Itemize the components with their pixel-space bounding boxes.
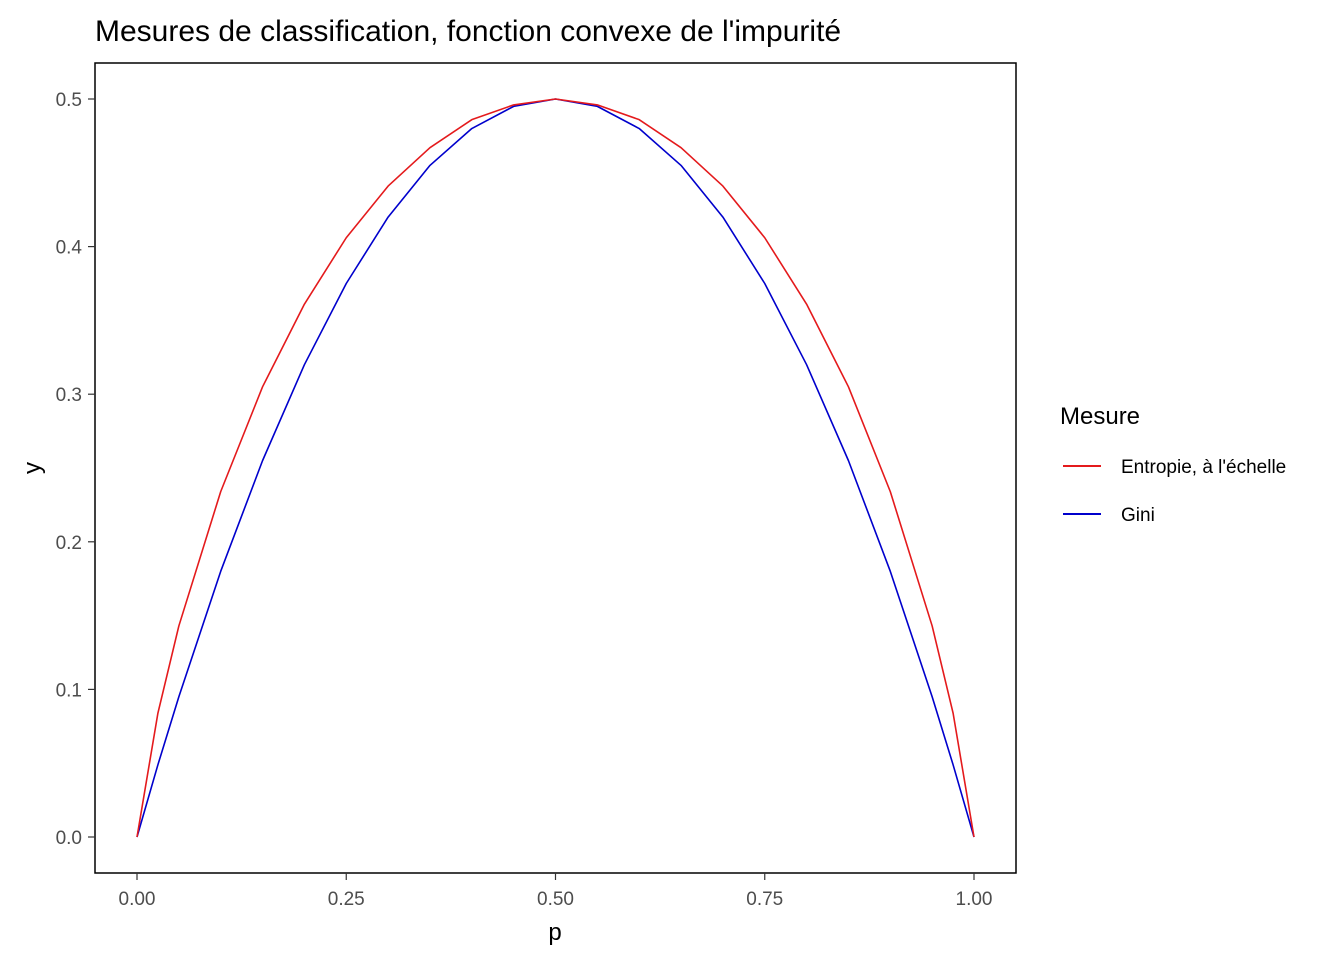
- y-tick-label: 0.0: [56, 828, 82, 849]
- y-tick-label: 0.3: [56, 385, 82, 406]
- x-tick-label: 0.50: [537, 889, 574, 910]
- y-axis-title: y: [19, 462, 46, 474]
- chart-title: Mesures de classification, fonction conv…: [95, 15, 841, 48]
- plot-panel: [94, 62, 1017, 874]
- x-tick-label: 0.25: [328, 889, 365, 910]
- y-axis: 0.0 0.1 0.2 0.3 0.4 0.5: [56, 90, 95, 849]
- legend: Mesure Entropie, à l'échelle Gini: [1060, 403, 1286, 526]
- x-axis: 0.00 0.25 0.50 0.75 1.00: [119, 873, 993, 910]
- legend-title: Mesure: [1060, 403, 1140, 430]
- y-tick-label: 0.1: [56, 680, 82, 701]
- y-tick-label: 0.2: [56, 533, 82, 554]
- y-tick-label: 0.4: [56, 238, 83, 259]
- legend-label-entropie: Entropie, à l'échelle: [1121, 457, 1286, 478]
- x-tick-label: 0.75: [746, 889, 783, 910]
- series-line-entropie: [136, 98, 975, 838]
- series-layer: [136, 98, 975, 838]
- y-tick-label: 0.5: [56, 90, 82, 111]
- legend-label-gini: Gini: [1121, 505, 1155, 526]
- x-tick-label: 0.00: [119, 889, 156, 910]
- x-tick-label: 1.00: [956, 889, 993, 910]
- x-axis-title: p: [548, 919, 561, 946]
